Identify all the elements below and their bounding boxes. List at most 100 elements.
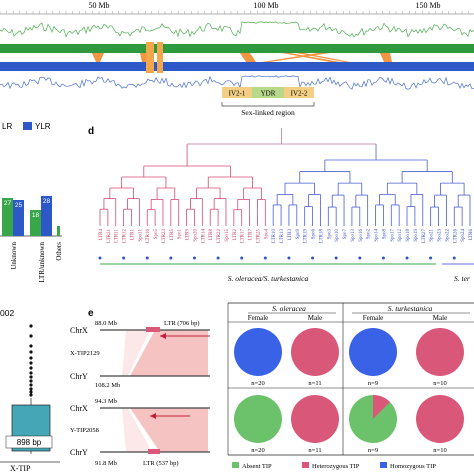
pair1-ltr-box [146,327,160,332]
tree-leaf-label: Spo21 [430,229,435,242]
tree-leaf-label: Spo20 [193,229,198,242]
count-r2-c2: n=11 [308,447,321,454]
tree-leaf-label: Spo24 [461,229,466,242]
pie-r2-c3-heterozygous-slice [373,394,390,419]
tree-leaf-labels: LTR4 LTR21 LTR11 LTR12 LTR1 Spo11 LTR16 Spo5 LTR… [98,229,474,260]
outlier-point [29,334,33,338]
tree-leaf-label: LTR13 [280,229,285,243]
synteny-links [92,53,392,62]
bar-value-unknown-green: 27 [4,200,12,207]
outlier-point [29,371,33,375]
tree-leaf-label: LTR5 [170,229,175,241]
tree-leaf-label: LTR9 [186,229,191,241]
outlier-point [29,379,33,383]
tree-leaf-label: LTR21 [107,229,112,243]
tree-leaf-label: Spo2 [367,229,372,240]
pie-r1-c1-homozygous [234,328,282,376]
tree-leaf-label: LTR12 [123,229,128,243]
density-line-top [0,21,474,38]
count-r1-c4: n=10 [433,380,446,387]
tick-label-150mb: 150 Mb [415,1,440,10]
chromosome-y-bar [0,62,474,71]
legend-homozygous-label: Homozygous TIP [390,463,436,470]
group-label-oleracea-turkestanica: S. oleracea/S. turkestanica [228,274,309,283]
tree-leaf-label: Spo10 [335,229,340,242]
bar-panel: 27 25 18 28 Unknown LTR/unknown Others [0,196,63,283]
tree-leaf-label: Spo8 [382,229,387,240]
tree-leaf-marker [429,256,433,260]
pie-r2-c4-heterozygous [416,395,464,443]
tree-leaf-label: Spo18 [406,229,411,242]
col-sex-4: Male [433,314,447,322]
tree-leaf-marker [263,256,267,260]
tip-pair-1: ChrX ChrY 88.0 Mb LTR (706 bp) X-TIP2129… [70,320,210,389]
outlier-point [29,344,33,348]
region-label-iv2-1: IV2-1 [229,90,246,98]
tree-leaf-label: Spo16 [359,229,364,242]
tree-leaf-marker [311,256,315,260]
tree-leaf-label: Spo22 [445,229,450,242]
tree-leaf-label: Spo1 [178,229,183,240]
tree-leaf-label: Spo3 [327,229,332,240]
outlier-point [29,387,33,391]
density-line-bottom [0,75,474,90]
tree-leaf-marker [145,256,149,260]
legend-absent-label: Absent TIP [242,463,272,470]
tree-leaf-label: LTR4 [99,229,104,241]
tree-leaf-label: LTR27 [422,229,427,243]
centromere-block-2 [157,42,163,73]
tree-leaf-marker [216,256,220,260]
pair1-name: X-TIP2129 [70,350,100,357]
bar-value-unknown-blue: 25 [15,202,23,209]
region-iv2-1 [222,87,252,98]
outlier-point [29,361,33,365]
tree-leaf-marker [287,256,291,260]
tree-leaf-label: LTR26 [453,229,458,243]
tree-leaf-label: LTR10 [272,229,277,243]
region-label-ydr: YDR [261,90,276,98]
region-label-iv2-2: IV2-2 [291,90,308,98]
bar-category-others: Others [55,242,63,261]
pair2-name: Y-TIP2058 [70,427,99,434]
outlier-point [29,324,33,328]
pair2-ltr-box [148,449,160,454]
pie-r1-c4-heterozygous [416,328,464,376]
tree-leaf-label: LTR3 [288,229,293,241]
pair2-chrx-label: ChrX [70,404,88,413]
legend-homozygous-swatch [380,462,387,468]
pie-table: S. oleracea S. turkestanica Female Male … [227,302,474,470]
tree-leaf-label: Spo17 [390,229,395,242]
outlier-point [29,350,33,354]
col-sex-1: Female [248,314,269,322]
tree-leaf-label: LTR2 [233,229,238,241]
panel-d-label: d [88,126,94,137]
bar-unknown-blue [13,200,24,236]
legend-ylr-swatch [23,122,32,130]
tree-leaf-label: Spo15 [225,229,230,242]
col-group-turkestanica: S. turkestanica [388,304,433,313]
tree-leaf-label: LTR25 [256,229,261,243]
outlier-point [29,390,33,394]
tree-leaf-label: LTR7 [249,229,254,241]
outlier-points [29,324,33,397]
tree-leaf-label: LTR16 [146,229,151,243]
panel-e: e ChrX ChrY 88.0 Mb LTR (706 bp) X-TIP21… [70,302,474,470]
tree-leaf-label: LTR6 [469,229,474,241]
tree-leaf-marker [381,256,385,260]
outlier-point [29,393,33,397]
pair1-synteny [130,330,208,376]
box-xlabel: X-TIP [10,464,31,473]
col-sex-2: Male [308,314,322,322]
bar-value-ltr-blue: 28 [43,198,51,205]
panel-d: d LTR4 LTR21 LTR11 LTR12 LTR1 Spo11 LTR16 Spo5 L… [88,126,474,283]
bar-value-ltr-green: 18 [32,212,40,219]
col-group-oleracea: S. oleracea [272,304,306,313]
bar-category-ltr-unknown: LTR/unknown [38,242,46,283]
region-bracket [221,102,315,107]
pair1-pos-bottom: 108.2 Mb [95,382,120,389]
tree-leaf-label: LTR8 [209,229,214,241]
count-r1-c3: n=9 [368,380,378,387]
region-ydr [252,87,284,98]
tree-leaf-marker [334,256,338,260]
